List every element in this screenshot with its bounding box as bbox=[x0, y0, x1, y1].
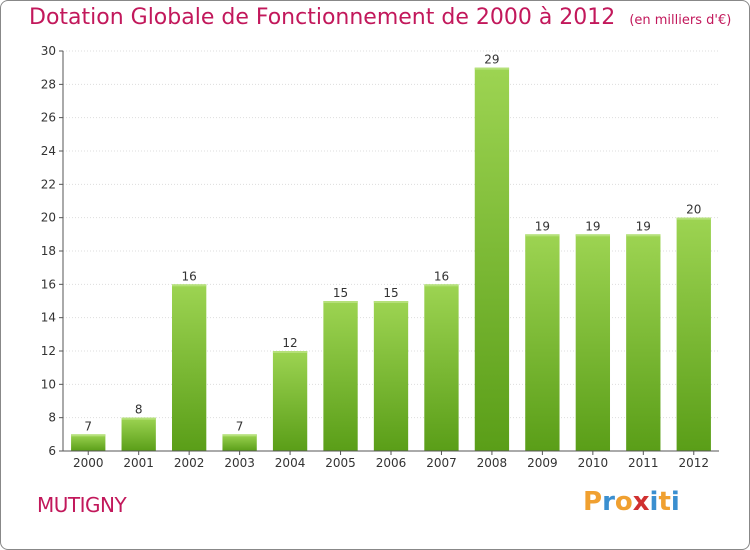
bar bbox=[222, 434, 257, 451]
bar-value-label: 20 bbox=[686, 203, 701, 217]
bar-highlight bbox=[575, 234, 611, 237]
y-tick-label: 14 bbox=[41, 311, 56, 325]
y-tick-label: 30 bbox=[41, 44, 56, 58]
bar bbox=[272, 351, 308, 451]
bar-value-label: 19 bbox=[535, 219, 550, 233]
chart-title: Dotation Globale de Fonctionnement de 20… bbox=[29, 5, 731, 30]
logo-letter: r bbox=[602, 487, 615, 517]
bar-highlight bbox=[272, 351, 308, 353]
x-tick-label: 2007 bbox=[426, 456, 457, 470]
commune-name: MUTIGNY bbox=[37, 493, 127, 517]
x-tick-label: 2002 bbox=[174, 456, 205, 470]
y-tick-label: 26 bbox=[41, 111, 56, 125]
y-tick-label: 8 bbox=[48, 411, 56, 425]
bar bbox=[121, 417, 156, 451]
bar bbox=[474, 67, 510, 452]
bar-highlight bbox=[222, 434, 257, 437]
logo-letter: t bbox=[658, 487, 671, 517]
bar bbox=[424, 284, 459, 451]
bar-highlight bbox=[373, 301, 409, 303]
y-tick-label: 18 bbox=[41, 244, 56, 258]
x-tick-label: 2009 bbox=[527, 456, 558, 470]
bar bbox=[171, 284, 207, 451]
y-tick-label: 6 bbox=[48, 444, 56, 458]
logo-letter: o bbox=[614, 487, 633, 517]
x-tick-label: 2012 bbox=[678, 456, 709, 470]
bar-highlight bbox=[424, 284, 459, 287]
logo-letter: i bbox=[649, 487, 659, 517]
y-tick-label: 10 bbox=[41, 377, 56, 391]
bar bbox=[575, 234, 611, 451]
bar bbox=[525, 234, 560, 451]
bar-highlight bbox=[525, 234, 560, 237]
x-tick-label: 2005 bbox=[325, 456, 356, 470]
x-tick-label: 2006 bbox=[376, 456, 407, 470]
x-tick-label: 2003 bbox=[224, 456, 255, 470]
bar-value-label: 7 bbox=[236, 419, 244, 433]
bar bbox=[71, 434, 106, 451]
bar-value-label: 15 bbox=[333, 286, 348, 300]
title-text: Dotation Globale de Fonctionnement de 20… bbox=[29, 5, 616, 30]
x-tick-label: 2011 bbox=[628, 456, 659, 470]
bar-value-label: 7 bbox=[84, 419, 92, 433]
bar-highlight bbox=[323, 301, 358, 303]
x-tick-label: 2004 bbox=[275, 456, 306, 470]
logo-letter: P bbox=[583, 487, 603, 517]
bar bbox=[373, 301, 409, 451]
bar-highlight bbox=[71, 434, 106, 437]
y-tick-label: 28 bbox=[41, 77, 56, 91]
bar-highlight bbox=[676, 217, 711, 220]
x-tick-label: 2001 bbox=[123, 456, 154, 470]
y-tick-label: 24 bbox=[41, 144, 56, 158]
x-tick-label: 2010 bbox=[578, 456, 609, 470]
x-tick-label: 2000 bbox=[73, 456, 104, 470]
bar-layer: 7 8 16 7 12 15 15 16 29 19 19 19 20 bbox=[71, 53, 711, 452]
bar-value-label: 19 bbox=[636, 219, 651, 233]
x-tick-label: 2008 bbox=[477, 456, 508, 470]
y-tick-label: 16 bbox=[41, 277, 56, 291]
bar-value-label: 8 bbox=[135, 403, 143, 417]
logo-letter: x bbox=[632, 487, 650, 517]
proxiti-logo: Proxiti bbox=[583, 487, 680, 517]
bar-highlight bbox=[121, 417, 156, 420]
bar-value-label: 29 bbox=[484, 53, 499, 67]
bar bbox=[676, 217, 711, 451]
bar bbox=[626, 234, 661, 451]
logo-letter: i bbox=[670, 487, 680, 517]
bar-value-label: 16 bbox=[434, 269, 449, 283]
bar-value-label: 12 bbox=[282, 336, 297, 350]
bar-value-label: 15 bbox=[383, 286, 398, 300]
bar-highlight bbox=[626, 234, 661, 237]
y-tick-label: 12 bbox=[41, 344, 56, 358]
bar-highlight bbox=[171, 284, 207, 287]
bar-value-label: 16 bbox=[182, 269, 197, 283]
bar-highlight bbox=[474, 67, 510, 70]
y-tick-label: 22 bbox=[41, 177, 56, 191]
bar-value-label: 19 bbox=[585, 219, 600, 233]
axis-layer: 6 8 10 12 14 16 18 20 22 24 26 28 30 2000 2001 2002 2003… bbox=[41, 44, 719, 470]
title-unit: (en milliers d'€) bbox=[629, 13, 732, 28]
bar bbox=[323, 301, 358, 451]
y-tick-label: 20 bbox=[41, 211, 56, 225]
